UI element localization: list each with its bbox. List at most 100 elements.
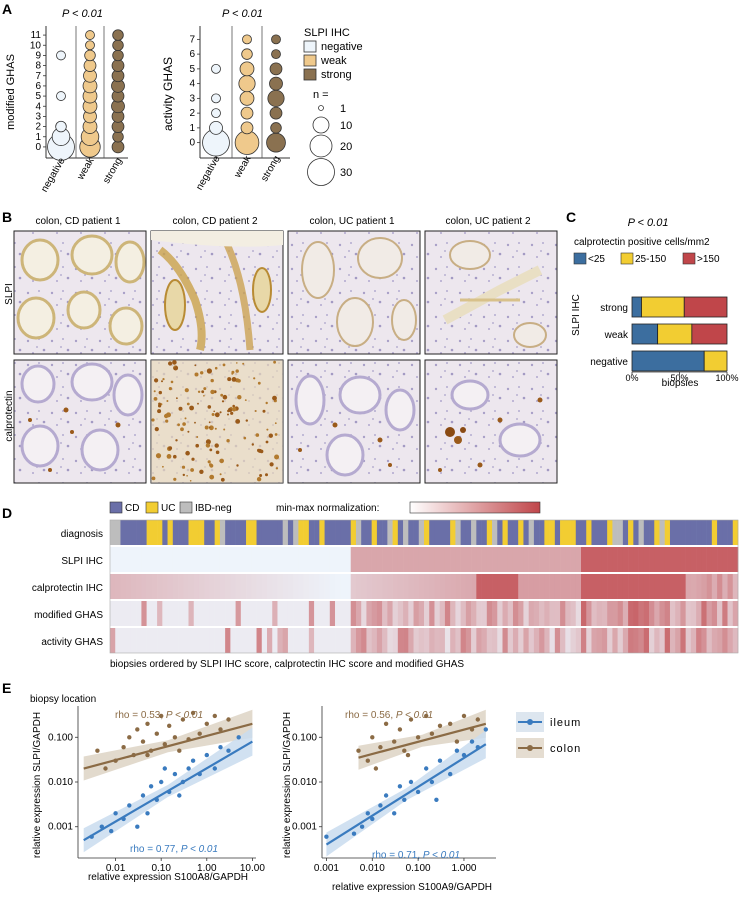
point-colon xyxy=(204,721,209,726)
panel-a-left-separators xyxy=(75,26,105,158)
panel-e-legend-colon: colon xyxy=(550,743,581,755)
heat-cell-diagnosis xyxy=(157,520,163,545)
x-tick-label: 0.001 xyxy=(314,863,339,874)
heat-cell-diagnosis xyxy=(434,520,440,545)
heat-cell-diagnosis xyxy=(429,520,435,545)
heat-cell xyxy=(172,628,179,653)
panel-d-norm-label: min-max normalization: xyxy=(276,503,379,514)
panel-c-axis: 0% 50% 100% xyxy=(625,371,739,383)
panel-a-right-ylabel: activity GHAS xyxy=(161,57,175,131)
heat-cell xyxy=(130,574,137,599)
heat-cell xyxy=(722,628,728,653)
panel-d: CD UC IBD-neg min-max normalization: dia… xyxy=(32,501,739,670)
heat-cell xyxy=(355,574,362,599)
bubble-strong xyxy=(269,62,283,76)
heat-cell xyxy=(324,601,331,626)
heat-cell-diagnosis xyxy=(649,520,655,545)
heat-cell xyxy=(261,547,268,572)
point-ileum xyxy=(434,797,439,802)
point-colon xyxy=(154,731,159,736)
heat-cell xyxy=(502,547,509,572)
heat-cell-diagnosis xyxy=(340,520,346,545)
heat-cell xyxy=(523,574,529,599)
heat-cell xyxy=(272,574,278,599)
heat-cell-diagnosis xyxy=(502,520,509,545)
heat-cell xyxy=(198,547,205,572)
heat-cell-diagnosis xyxy=(366,520,372,545)
stain-dot xyxy=(214,427,217,430)
heat-cell xyxy=(188,628,195,653)
heat-cell xyxy=(492,601,498,626)
heatmap-row-label: modified GHAS xyxy=(34,610,103,621)
heat-cell xyxy=(450,628,456,653)
heat-cell xyxy=(319,601,325,626)
heat-cell xyxy=(335,547,341,572)
heat-cell xyxy=(361,574,367,599)
panel-label-a: A xyxy=(2,1,12,17)
panel-a-left-pvalue: P < 0.01 xyxy=(62,8,103,20)
heat-cell xyxy=(397,601,404,626)
heat-cell xyxy=(460,601,467,626)
heat-cell-diagnosis xyxy=(601,520,608,545)
heat-cell xyxy=(638,628,645,653)
stain-dot xyxy=(275,467,279,470)
heat-cell xyxy=(261,628,268,653)
y-tick-label: 6 xyxy=(189,49,195,60)
heat-cell xyxy=(727,628,734,653)
bar-weak->150 xyxy=(691,323,728,345)
heat-cell xyxy=(429,628,435,653)
stain-dot xyxy=(219,473,222,476)
stain-dot xyxy=(164,413,169,419)
y-tick-label: 9 xyxy=(35,50,41,61)
bar-weak-<25 xyxy=(631,323,659,345)
point-colon xyxy=(356,748,361,753)
heat-cell xyxy=(512,628,519,653)
heat-cell-diagnosis xyxy=(675,520,681,545)
heat-cell xyxy=(256,601,263,626)
stain-dot xyxy=(182,473,185,477)
heat-cell xyxy=(178,547,184,572)
legend-swatch-negative xyxy=(303,40,317,53)
heat-cell xyxy=(146,601,153,626)
stain-dot xyxy=(173,454,177,459)
stain-dot xyxy=(227,413,229,416)
point-ileum xyxy=(448,771,453,777)
heat-cell-diagnosis xyxy=(539,520,545,545)
heat-cell-diagnosis xyxy=(497,520,503,545)
heat-cell xyxy=(601,628,608,653)
heat-cell xyxy=(251,628,257,653)
panel-a-left-ylabel: modified GHAS xyxy=(5,54,17,130)
heat-cell xyxy=(157,547,163,572)
heat-cell xyxy=(403,601,409,626)
panel-e-left-ylabel: relative expression SLPI/GAPDH xyxy=(32,712,43,858)
heat-cell xyxy=(418,601,425,626)
heat-cell xyxy=(507,601,514,626)
bubble-weak xyxy=(234,130,260,155)
heat-cell xyxy=(162,574,168,599)
heat-cell xyxy=(204,547,210,572)
heat-cell xyxy=(732,628,739,653)
point-ileum xyxy=(397,784,403,789)
heat-cell xyxy=(110,547,116,572)
heat-cell xyxy=(601,601,608,626)
heat-cell xyxy=(151,574,158,599)
heat-cell xyxy=(413,601,420,626)
heat-cell xyxy=(178,628,184,653)
panel-b-row-slpi: SLPI xyxy=(4,283,15,305)
stain-dot xyxy=(257,381,261,385)
heat-cell xyxy=(267,601,273,626)
heat-cell xyxy=(659,574,666,599)
heat-cell xyxy=(711,574,718,599)
stain-dot xyxy=(197,390,201,393)
stain-dot xyxy=(214,443,219,448)
heat-cell-diagnosis xyxy=(361,520,367,545)
heat-cell xyxy=(256,574,263,599)
point-ileum xyxy=(218,745,223,750)
heat-cell xyxy=(476,601,482,626)
stain-dot xyxy=(232,404,235,408)
heat-cell xyxy=(628,547,634,572)
panel-a-legend-title: SLPI IHC xyxy=(304,27,350,39)
heat-cell xyxy=(298,628,304,653)
heat-cell xyxy=(424,574,430,599)
